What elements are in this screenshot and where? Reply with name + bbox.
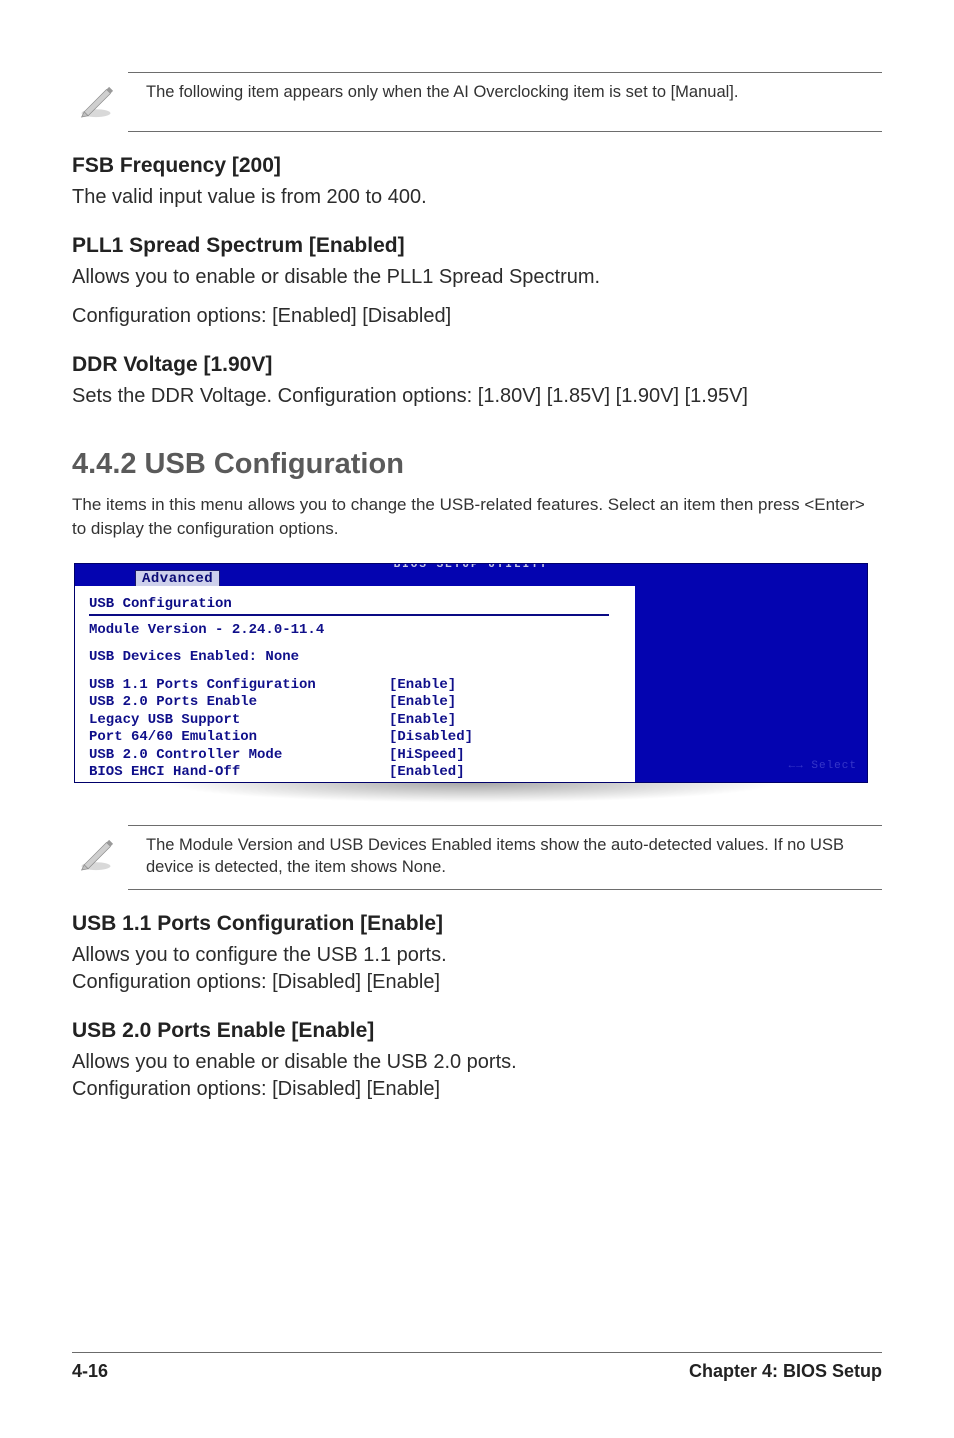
footer-chapter: Chapter 4: BIOS Setup bbox=[689, 1361, 882, 1382]
bios-setting-label: USB 2.0 Controller Mode bbox=[89, 747, 389, 765]
bios-left-pane: USB Configuration Module Version - 2.24.… bbox=[75, 586, 635, 782]
bios-devices-text: USB Devices Enabled: None bbox=[89, 649, 299, 667]
note-text: The following item appears only when the… bbox=[146, 79, 738, 103]
note-block-top: The following item appears only when the… bbox=[72, 75, 882, 129]
section-title: 4.4.2 USB Configuration bbox=[72, 448, 882, 481]
heading-fsb: FSB Frequency [200] bbox=[72, 154, 882, 178]
bios-setting-label: Legacy USB Support bbox=[89, 712, 389, 730]
pencil-note-icon bbox=[72, 79, 120, 121]
spacer bbox=[89, 639, 625, 649]
bios-setting-row[interactable]: Port 64/60 Emulation[Disabled] bbox=[89, 729, 625, 747]
bios-module-line: Module Version - 2.24.0-11.4 bbox=[89, 622, 625, 640]
note-rule bbox=[128, 131, 882, 132]
bios-devices-line: USB Devices Enabled: None bbox=[89, 649, 625, 667]
para-ddr: Sets the DDR Voltage. Configuration opti… bbox=[72, 383, 882, 411]
bios-tab-advanced[interactable]: Advanced bbox=[135, 570, 220, 586]
para-usb11-b: Configuration options: [Disabled] [Enabl… bbox=[72, 969, 882, 997]
bios-setting-value[interactable]: [HiSpeed] bbox=[389, 747, 465, 765]
bios-setting-value[interactable]: [Enable] bbox=[389, 712, 456, 730]
bios-setting-label: USB 2.0 Ports Enable bbox=[89, 694, 389, 712]
bios-setting-value[interactable]: [Enable] bbox=[389, 694, 456, 712]
para-usb11-a: Allows you to configure the USB 1.1 port… bbox=[72, 942, 882, 970]
bios-setting-label: BIOS EHCI Hand-Off bbox=[89, 764, 389, 782]
bios-rows: USB 1.1 Ports Configuration[Enable]USB 2… bbox=[89, 677, 625, 782]
bios-setting-row[interactable]: USB 2.0 Ports Enable[Enable] bbox=[89, 694, 625, 712]
bios-divider bbox=[89, 614, 609, 616]
bios-setting-row[interactable]: Legacy USB Support[Enable] bbox=[89, 712, 625, 730]
bios-right-hint: ←→ Select bbox=[789, 760, 857, 772]
note-rule bbox=[128, 889, 882, 890]
note-rule bbox=[128, 825, 882, 826]
bios-heading: USB Configuration bbox=[89, 596, 625, 612]
bios-setting-row[interactable]: BIOS EHCI Hand-Off[Enabled] bbox=[89, 764, 625, 782]
para-pll1-b: Configuration options: [Enabled] [Disabl… bbox=[72, 303, 882, 331]
bios-right-pane: ←→ Select bbox=[635, 586, 867, 782]
bios-panel: BIOS SETUP UTILITY Advanced USB Configur… bbox=[74, 563, 868, 783]
bios-setting-label: Port 64/60 Emulation bbox=[89, 729, 389, 747]
note-text: The Module Version and USB Devices Enabl… bbox=[146, 832, 882, 879]
footer-page-number: 4-16 bbox=[72, 1361, 108, 1382]
spacer bbox=[89, 667, 625, 677]
bios-titlebar: BIOS SETUP UTILITY Advanced bbox=[75, 564, 867, 586]
bios-setting-label: USB 1.1 Ports Configuration bbox=[89, 677, 389, 695]
bios-shadow bbox=[74, 783, 868, 811]
bios-setting-value[interactable]: [Disabled] bbox=[389, 729, 473, 747]
bios-setting-row[interactable]: USB 1.1 Ports Configuration[Enable] bbox=[89, 677, 625, 695]
heading-ddr: DDR Voltage [1.90V] bbox=[72, 353, 882, 377]
heading-pll1: PLL1 Spread Spectrum [Enabled] bbox=[72, 234, 882, 258]
para-usb20-b: Configuration options: [Disabled] [Enabl… bbox=[72, 1076, 882, 1104]
page-footer: 4-16 Chapter 4: BIOS Setup bbox=[72, 1352, 882, 1382]
para-pll1-a: Allows you to enable or disable the PLL1… bbox=[72, 264, 882, 292]
bios-setting-value[interactable]: [Enabled] bbox=[389, 764, 465, 782]
bios-setting-value[interactable]: [Enable] bbox=[389, 677, 456, 695]
bios-body: USB Configuration Module Version - 2.24.… bbox=[75, 586, 867, 782]
note-block-mid: The Module Version and USB Devices Enabl… bbox=[72, 828, 882, 887]
heading-usb20: USB 2.0 Ports Enable [Enable] bbox=[72, 1019, 882, 1043]
para-fsb: The valid input value is from 200 to 400… bbox=[72, 184, 882, 212]
note-rule bbox=[128, 72, 882, 73]
section-intro: The items in this menu allows you to cha… bbox=[72, 493, 882, 541]
bios-module-text: Module Version - 2.24.0-11.4 bbox=[89, 622, 324, 640]
para-usb20-a: Allows you to enable or disable the USB … bbox=[72, 1049, 882, 1077]
pencil-note-icon bbox=[72, 832, 120, 874]
bios-setting-row[interactable]: USB 2.0 Controller Mode[HiSpeed] bbox=[89, 747, 625, 765]
heading-usb11: USB 1.1 Ports Configuration [Enable] bbox=[72, 912, 882, 936]
